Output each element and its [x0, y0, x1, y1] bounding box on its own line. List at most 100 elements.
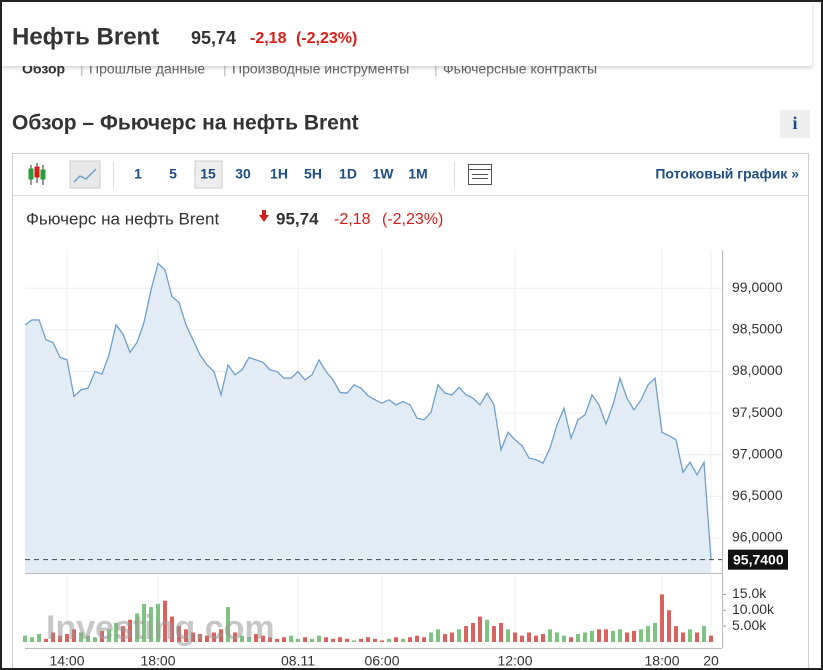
volume-bar	[436, 629, 440, 642]
volume-bar	[345, 638, 349, 642]
volume-bar	[660, 594, 664, 642]
table-icon[interactable]	[468, 164, 492, 185]
stream-link[interactable]: Потоковый график »	[655, 166, 799, 182]
y-tick-label: 96,5000	[732, 487, 783, 503]
volume-bar	[520, 635, 524, 642]
y-tick-label: 98,0000	[732, 362, 783, 378]
volume-bar	[471, 622, 475, 642]
y-tick-label: 96,0000	[732, 529, 783, 545]
intervals: 1 5 15 30 1H 5H 1D 1W 1M	[134, 166, 428, 182]
volume-bar	[79, 632, 83, 642]
interval[interactable]: 1H	[270, 166, 288, 182]
volume-bar	[590, 630, 594, 642]
interval[interactable]: 5	[169, 166, 177, 182]
chart-change-pct: (-2,23%)	[382, 211, 443, 228]
volume-bar	[513, 632, 517, 642]
volume-bar	[254, 634, 258, 642]
interval[interactable]: 1M	[408, 166, 427, 182]
volume-bar	[408, 637, 412, 642]
volume-bar	[618, 629, 622, 642]
instrument-title: Нефть Brent	[12, 23, 159, 50]
volume-bar	[534, 635, 538, 642]
x-tick-label: 18:00	[140, 653, 175, 668]
interval[interactable]: 30	[235, 166, 251, 182]
info-icon[interactable]: i	[792, 113, 797, 133]
price-line	[24, 262, 712, 560]
volume-bar	[338, 637, 342, 642]
volume-bar	[310, 638, 314, 642]
volume-bar	[331, 638, 335, 642]
volume-bar	[611, 630, 615, 642]
volume-bar	[646, 626, 650, 642]
x-tick-label: 14:00	[49, 653, 84, 668]
header-bar	[2, 2, 812, 66]
interval[interactable]: 1	[134, 166, 142, 182]
interval[interactable]: 5H	[304, 166, 322, 182]
volume-bar	[401, 638, 405, 642]
volume-bar	[324, 637, 328, 642]
volume-tick-label: 15.0k	[732, 585, 767, 601]
volume-bar	[373, 638, 377, 642]
y-tick-label: 99,0000	[732, 279, 783, 295]
volume-bar	[653, 622, 657, 642]
volume-bar	[527, 632, 531, 642]
volume-bar	[380, 640, 384, 642]
volume-bar	[450, 632, 454, 642]
chart-price: 95,74	[276, 209, 319, 228]
volume-tick-label: 10.00k	[732, 601, 775, 617]
volume-bar	[506, 629, 510, 642]
volume-bar	[569, 637, 573, 642]
volume-bar	[597, 629, 601, 642]
volume-bar	[30, 637, 34, 642]
volume-bar	[709, 635, 713, 642]
volume-bar	[289, 635, 293, 642]
watermark: Investing.com	[46, 609, 275, 647]
volume-bar	[233, 632, 237, 642]
volume-bar	[562, 635, 566, 642]
chart-change: -2,18	[334, 211, 371, 228]
volume-bar	[541, 634, 545, 642]
volume-bar	[548, 629, 552, 642]
volume-bar	[268, 637, 272, 642]
info-button[interactable]	[780, 110, 810, 138]
interval[interactable]: 1W	[373, 166, 395, 182]
interval[interactable]: 15	[200, 166, 216, 182]
volume-bar	[457, 629, 461, 642]
volume-bar	[695, 632, 699, 642]
y-tick-label: 98,5000	[732, 321, 783, 337]
interval[interactable]: 1D	[339, 166, 357, 182]
volume-bar	[177, 626, 181, 642]
line-icon[interactable]	[73, 168, 97, 183]
volume-bar	[688, 629, 692, 642]
volume-bar	[359, 638, 363, 642]
volume-bar	[261, 635, 265, 642]
volume-bar	[485, 619, 489, 642]
volume-bar	[625, 632, 629, 642]
volume-bar	[212, 632, 216, 642]
active-interval[interactable]	[194, 160, 223, 189]
volume-bar	[23, 635, 27, 642]
volume-bar	[100, 630, 104, 642]
section-title: Обзор – Фьючерс на нефть Brent	[12, 112, 359, 135]
volume-bar	[478, 616, 482, 642]
down-arrow	[259, 215, 269, 222]
change: -2,18	[250, 30, 287, 47]
volume-bar	[429, 632, 433, 642]
line-icon-box[interactable]	[69, 160, 101, 189]
volume-bar	[499, 622, 503, 642]
volume-bar	[576, 634, 580, 642]
volume-bar	[135, 613, 139, 642]
volume-bar	[296, 638, 300, 642]
x-tick-label: 08.11	[281, 653, 315, 668]
volume-bar	[443, 634, 447, 642]
volume-bar	[128, 619, 132, 642]
volume-bar	[142, 603, 146, 642]
candle-icon[interactable]	[28, 163, 46, 185]
volume-bar	[240, 635, 244, 642]
volume-bar	[114, 622, 118, 642]
separator: |	[80, 61, 84, 77]
volume-bar	[422, 637, 426, 642]
volume-bar	[72, 629, 76, 642]
